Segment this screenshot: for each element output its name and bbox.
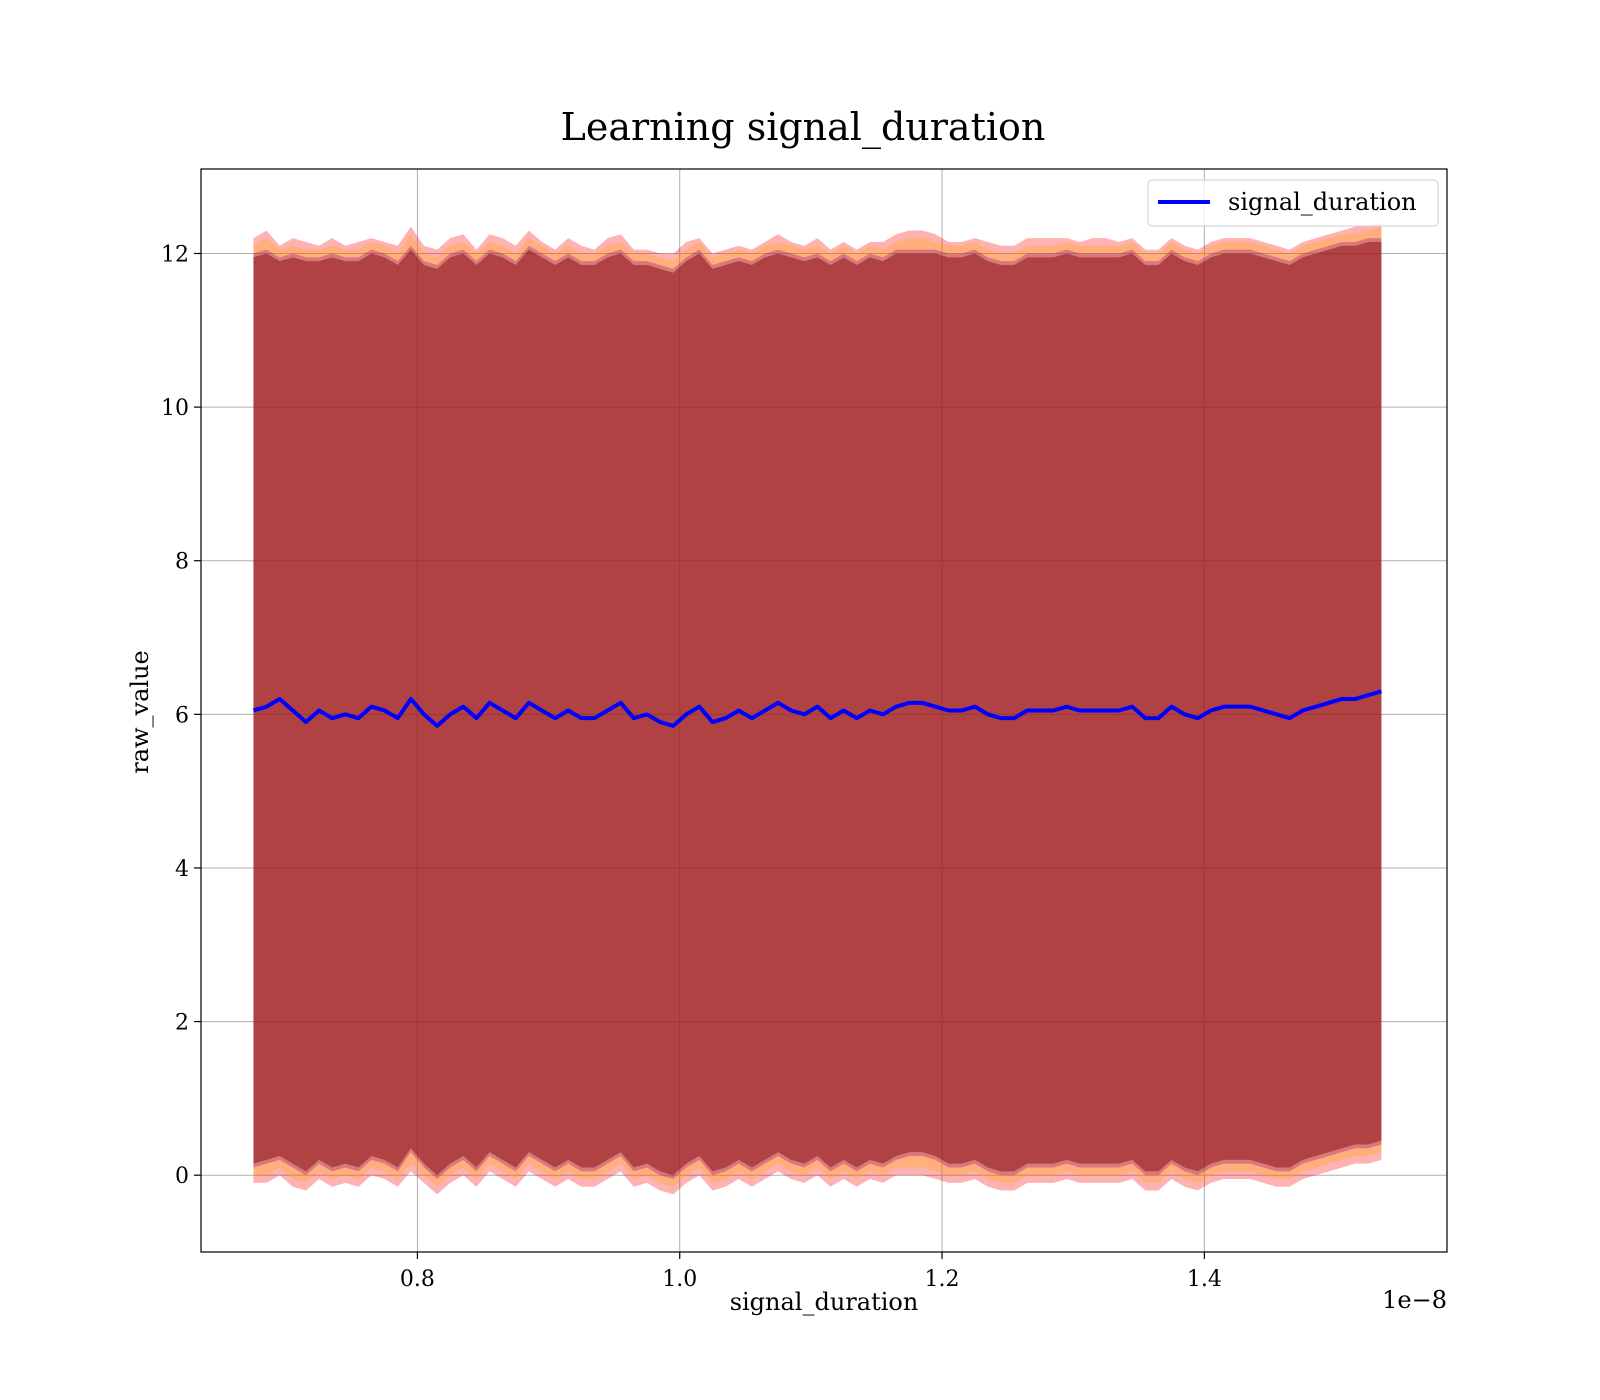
x-tick-label: 1.4	[1187, 1267, 1222, 1292]
x-tick-label: 1.0	[662, 1267, 697, 1292]
plot-frame	[200, 168, 1448, 1253]
y-axis-ticks: 0 2 4 6 8 10 12	[161, 242, 201, 1189]
y-axis-label: raw_value	[126, 650, 154, 774]
y-tick-label: 8	[175, 550, 189, 575]
legend-box	[1147, 179, 1439, 227]
y-tick-label: 10	[161, 396, 189, 421]
y-tick-label: 0	[175, 1164, 189, 1189]
grid-lines	[201, 169, 1447, 1252]
x-tick-label: 0.8	[400, 1267, 435, 1292]
y-tick-label: 4	[175, 857, 189, 882]
y-tick-label: 12	[161, 242, 189, 267]
x-axis-offset-text: 1e−8	[1382, 1286, 1447, 1314]
y-tick-label: 6	[175, 703, 189, 728]
chart-title: Learning signal_duration	[561, 105, 1046, 150]
legend: signal_duration	[1147, 179, 1439, 227]
legend-label: signal_duration	[1228, 188, 1417, 216]
x-axis-label: signal_duration	[730, 1288, 919, 1316]
y-tick-label: 2	[175, 1011, 189, 1036]
x-axis-ticks: 0.8 1.0 1.2 1.4	[400, 1252, 1222, 1292]
x-tick-label: 1.2	[925, 1267, 960, 1292]
series-line-0	[252, 689, 1382, 728]
series-lines	[252, 689, 1382, 728]
